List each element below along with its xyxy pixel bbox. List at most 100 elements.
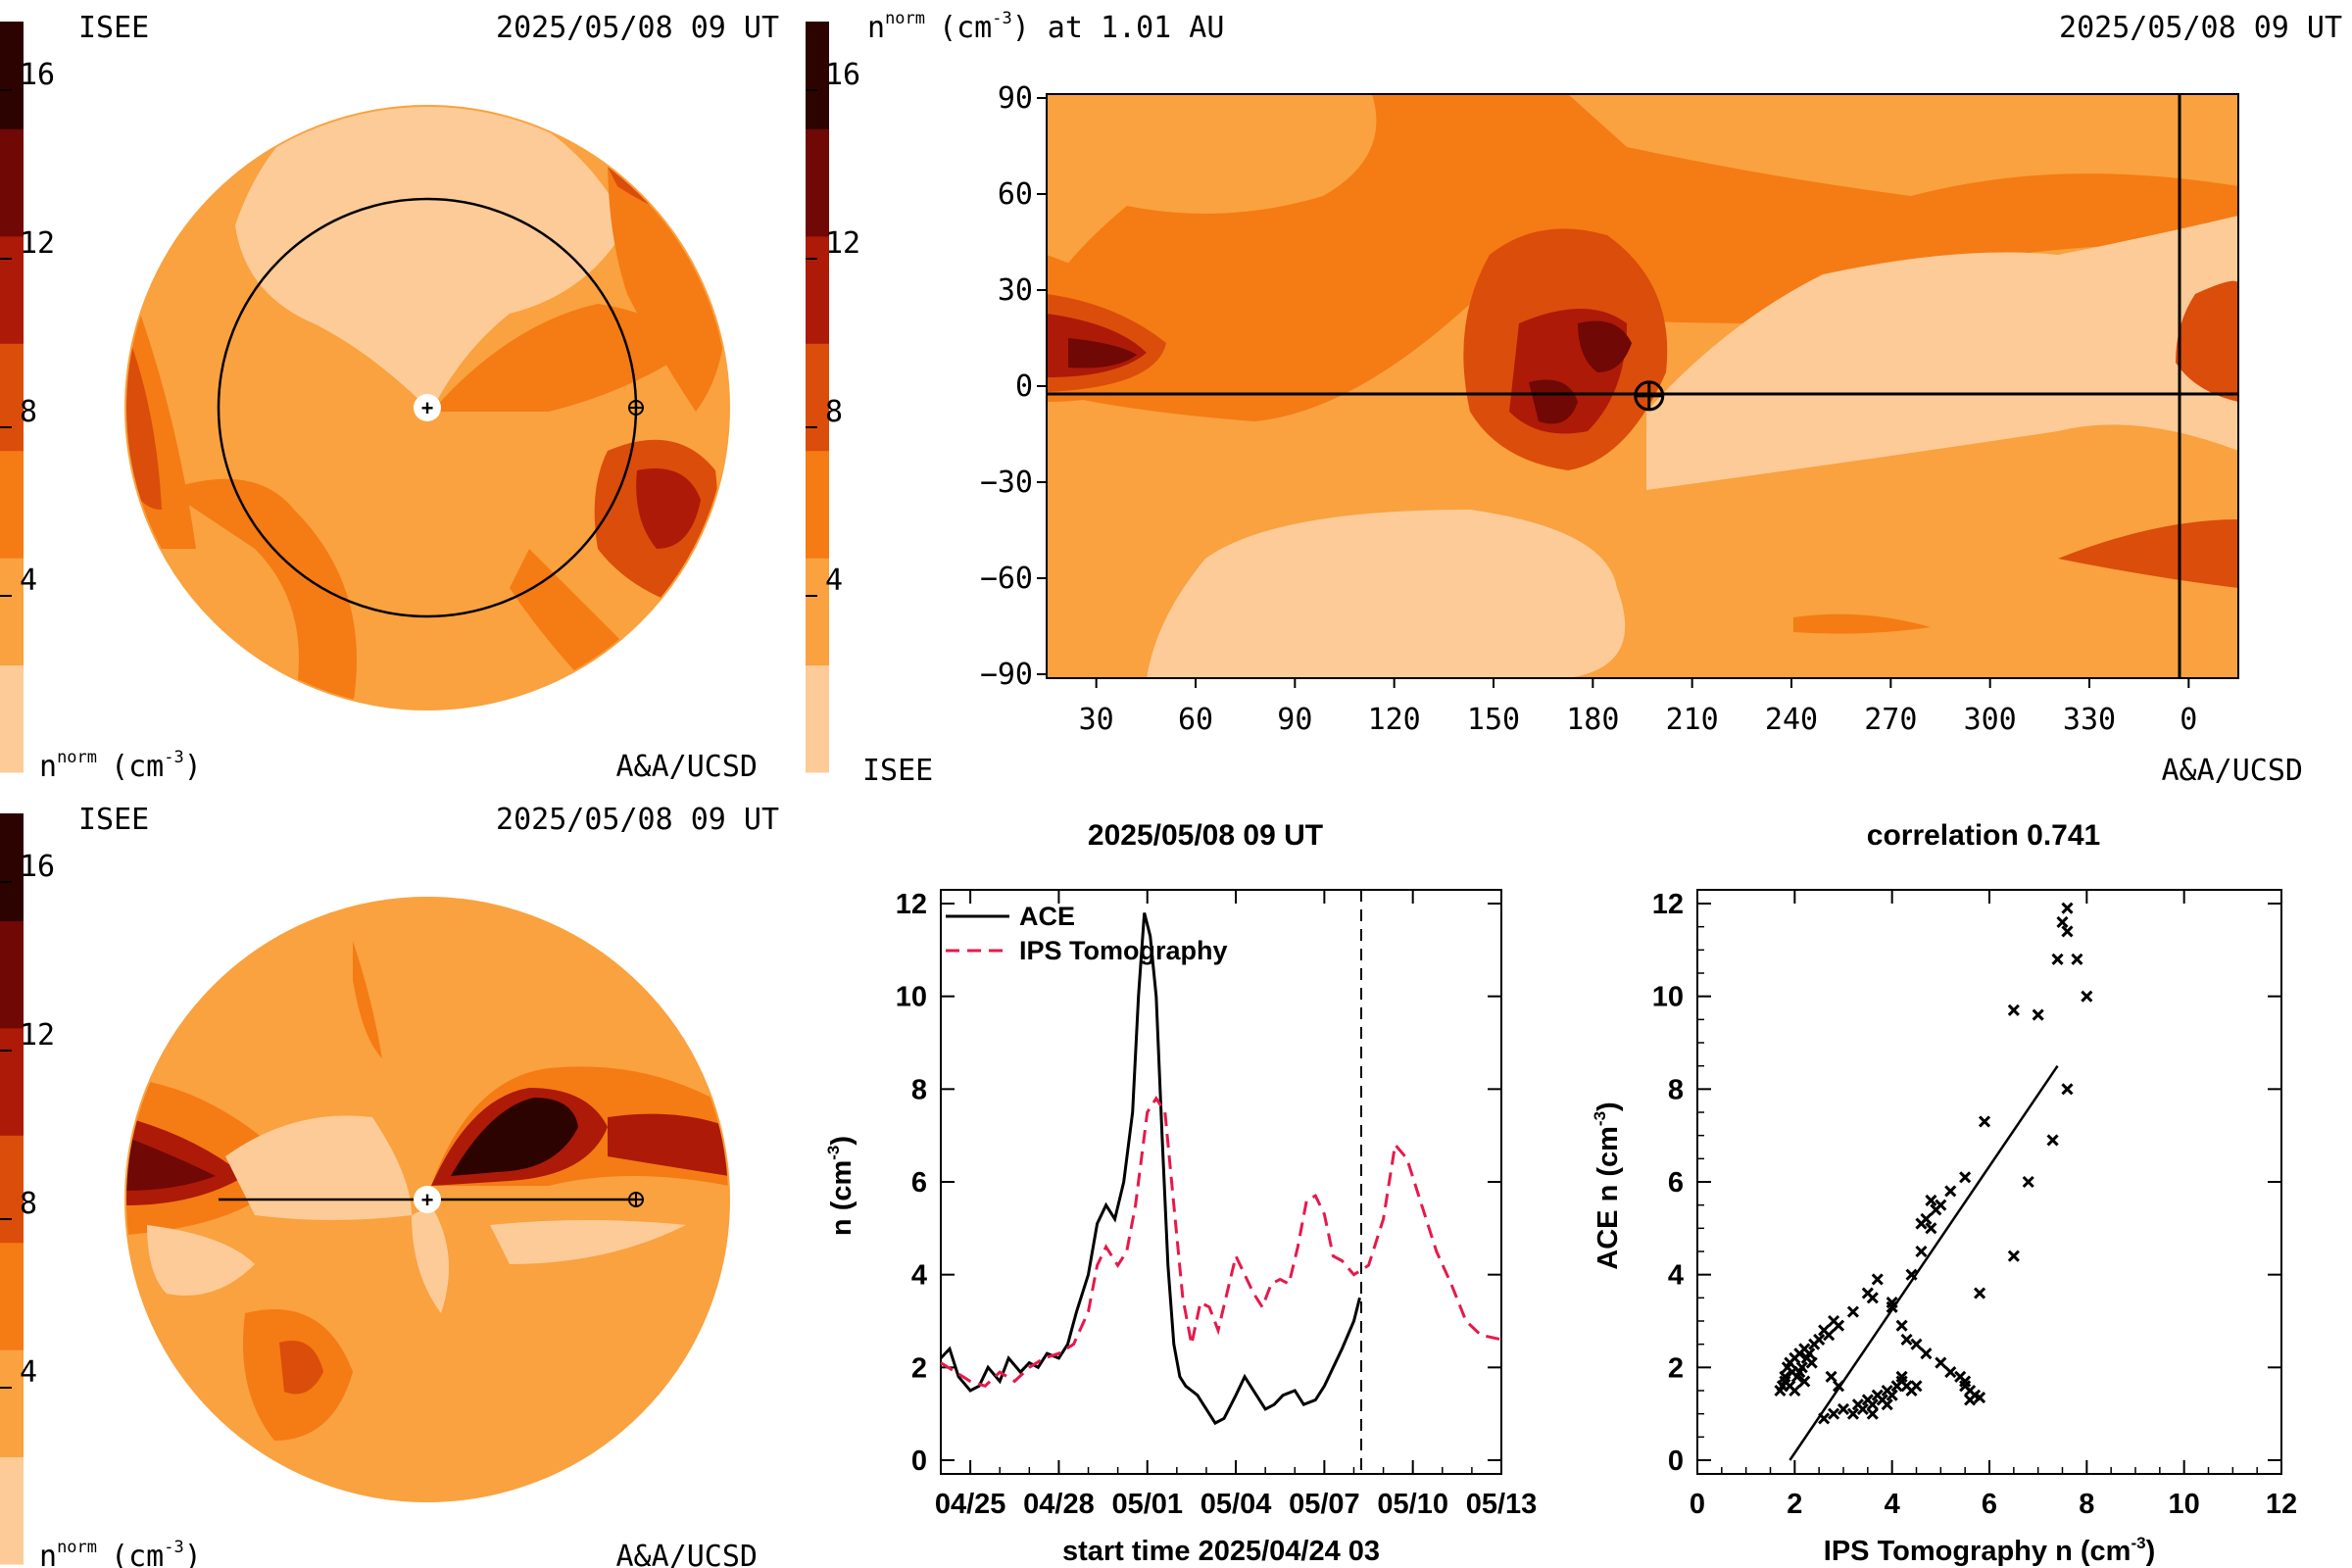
contour-region — [225, 1115, 412, 1220]
contour-region — [636, 468, 701, 549]
scatter-point — [1793, 1366, 1806, 1379]
scatter-point — [1805, 1356, 1818, 1369]
credit-label: A&A/UCSD — [2162, 754, 2304, 788]
contour-region — [1578, 320, 1632, 372]
colorbar-cell — [0, 920, 24, 1029]
x-tick-label: 05/04 — [1200, 1489, 1272, 1520]
colorbar-cell — [0, 1135, 24, 1244]
scatter-point — [1886, 1300, 1898, 1313]
contour-region — [2176, 280, 2238, 402]
scatter-point — [1832, 1319, 1845, 1332]
scatter-point — [1905, 1268, 1918, 1281]
colorbar-cell — [806, 664, 829, 773]
x-tick-label: 90 — [1277, 703, 1312, 737]
contour-region — [1529, 379, 1578, 424]
colorbar-tick-label: 12 — [825, 226, 860, 261]
y-tick-label: 2 — [1668, 1352, 1684, 1384]
colorbar-tick-label: 8 — [20, 395, 37, 429]
y-tick-label: 30 — [998, 273, 1033, 308]
panel-synoptic-map: nnorm (cm-3) at 1.01 AU 2025/05/08 09 UT — [862, 9, 2342, 788]
sun-marker — [414, 1186, 441, 1213]
y-axis-label: n (cm-3) — [824, 1136, 858, 1236]
y-tick-label: 0 — [1015, 369, 1033, 404]
contour-region — [2058, 519, 2238, 588]
x-axis-label: start time 2025/04/24 03 — [1062, 1536, 1380, 1567]
scatter-point — [1828, 1407, 1840, 1420]
colorbar-cell — [806, 22, 829, 129]
scatter-point — [1788, 1384, 1801, 1397]
colorbar-cell — [0, 1456, 24, 1565]
sun-plus-icon: + — [421, 396, 434, 420]
scatter-point — [2061, 1083, 2074, 1096]
scatter-point — [1856, 1402, 1869, 1415]
scatter-point — [1798, 1375, 1811, 1388]
scatter-point — [1871, 1273, 1884, 1286]
colorbar-tick-label: 8 — [20, 1187, 37, 1221]
colorbar-tick-label: 16 — [20, 58, 55, 92]
earth-marker-icon — [1634, 380, 1665, 412]
y-tick-label: −60 — [980, 562, 1033, 596]
x-tick-label: 05/10 — [1377, 1489, 1448, 1520]
scatter-point — [1910, 1380, 1923, 1393]
plot-frame — [940, 889, 1502, 1475]
x-tick-label: 05/13 — [1466, 1489, 1538, 1520]
y-tick-label: 4 — [1668, 1260, 1684, 1292]
colorbar-cell — [806, 558, 829, 666]
y-tick-label: 12 — [1652, 889, 1684, 920]
contour-region — [1068, 338, 1137, 368]
scatter-point — [1978, 1115, 1991, 1128]
contour-region — [451, 1098, 578, 1176]
sun-plus-icon: + — [421, 1188, 434, 1212]
x-tick-label: 0 — [2180, 703, 2197, 737]
synoptic-density-map — [1047, 94, 2238, 678]
scatter-point — [2061, 925, 2074, 938]
scatter-point — [2071, 953, 2083, 965]
scatter-point — [2022, 1175, 2034, 1189]
scatter-point — [1964, 1394, 1977, 1406]
scatter-point — [1881, 1398, 1893, 1411]
x-tick-label: 6 — [1982, 1489, 1997, 1520]
colorbar-cell — [0, 558, 24, 666]
x-tick-label: 10 — [2169, 1489, 2200, 1520]
contour-region — [125, 1137, 216, 1191]
unit-label: nnorm (cm-3) — [39, 748, 202, 784]
scatter-point — [1920, 1348, 1933, 1360]
contour-region — [490, 1220, 686, 1264]
scatter-point — [2007, 1250, 2020, 1262]
x-tick-label: 30 — [1079, 703, 1114, 737]
date-label: 2025/05/08 09 UT — [496, 803, 779, 837]
colorbar-cell — [0, 813, 24, 921]
x-tick-label: 270 — [1864, 703, 1917, 737]
chart-title: correlation 0.741 — [1867, 819, 2100, 852]
scatter-point — [1915, 1245, 1928, 1258]
scatter-point — [2046, 1134, 2059, 1147]
scatter-point — [1823, 1329, 1836, 1342]
colorbar-bottom-left: 16 12 8 4 — [0, 813, 55, 1565]
colorbar-tick-label: 12 — [20, 226, 55, 261]
x-tick-label: 330 — [2063, 703, 2116, 737]
y-tick-label: 12 — [896, 889, 927, 920]
contour-region — [353, 941, 382, 1058]
contour-region — [608, 157, 725, 412]
y-tick-label: −90 — [980, 658, 1033, 692]
x-tick-label: 8 — [2079, 1489, 2094, 1520]
scatter-point — [1910, 1338, 1923, 1350]
contour-region — [412, 1205, 449, 1313]
scatter-point — [1895, 1370, 1908, 1383]
x-tick-label: 0 — [1690, 1489, 1705, 1520]
panel-timeseries-chart: 2025/05/08 09 UT 04/25 04/28 05/01 05/04 05/… — [824, 819, 1537, 1567]
contour-region — [1793, 613, 1931, 634]
polar-boundary — [124, 897, 730, 1502]
colorbar-cell — [0, 235, 24, 344]
chart-title: 2025/05/08 09 UT — [1088, 819, 1323, 852]
x-tick-label: 210 — [1666, 703, 1719, 737]
y-tick-label: 8 — [911, 1074, 927, 1105]
scatter-point — [1825, 1370, 1838, 1383]
y-tick-label: 90 — [998, 81, 1033, 116]
y-tick-label: 6 — [911, 1167, 927, 1199]
x-tick-label: 120 — [1368, 703, 1421, 737]
scatter-point — [1944, 1366, 1957, 1379]
y-axis-label: ACE n (cm-3) — [1591, 1102, 1624, 1269]
x-tick-label: 60 — [1178, 703, 1213, 737]
